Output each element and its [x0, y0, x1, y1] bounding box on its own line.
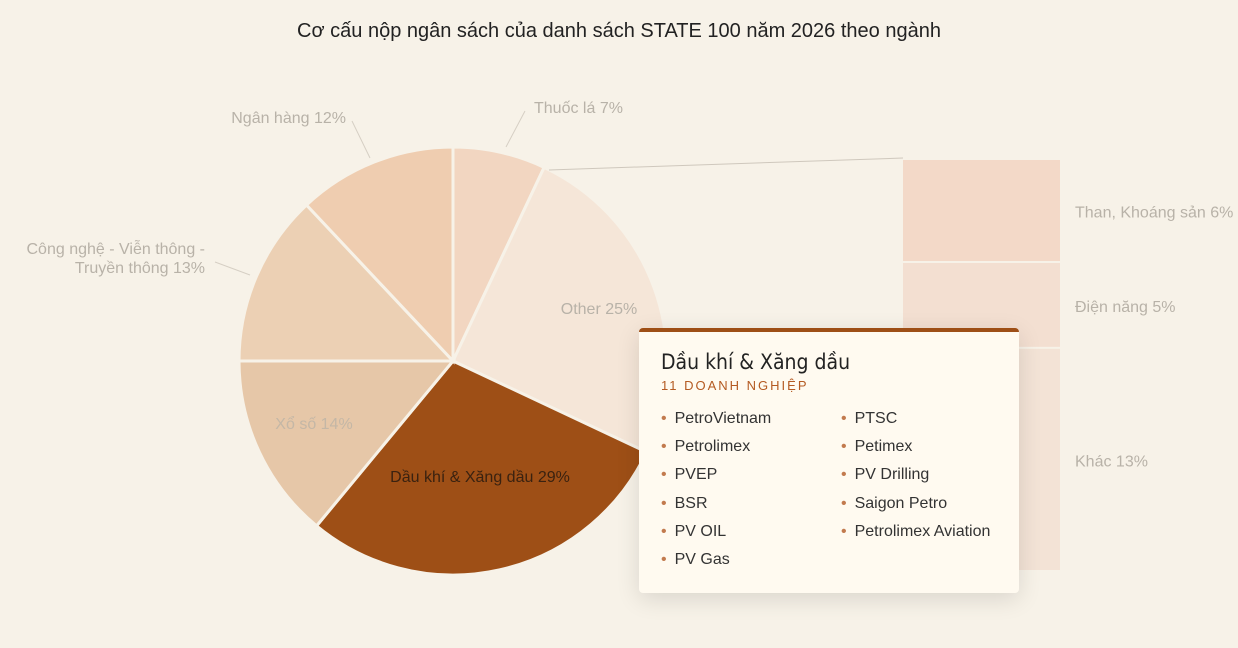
tooltip-title: Dầu khí & Xăng dầu: [661, 350, 851, 374]
company-column-left: PetroVietnam Petrolimex PVEP BSR PV OIL …: [661, 405, 772, 574]
breakdown-label: Than, Khoáng sản 6%: [1075, 205, 1233, 222]
pie-slice[interactable]: [304, 145, 455, 365]
company-column-right: PTSC Petimex PV Drilling Saigon Petro Pe…: [841, 405, 991, 546]
company-item: Petimex: [841, 433, 990, 461]
pie-slice[interactable]: [314, 359, 649, 577]
slice-label: Xổ số 14%: [275, 415, 352, 433]
company-item: Petrolimex Aviation: [841, 518, 991, 546]
slice-label: Other 25%: [561, 301, 637, 318]
company-item: PV Drilling: [841, 461, 990, 489]
tooltip-card: Dầu khí & Xăng dầu 11 DOANH NGHIỆP Petro…: [639, 328, 1019, 593]
slice-label: Dầu khí & Xăng dầu 29%: [390, 469, 570, 486]
pie-slice[interactable]: [237, 359, 457, 529]
company-item: PTSC: [841, 405, 990, 433]
leader-line: [505, 110, 526, 148]
breakdown-connector: [548, 157, 904, 171]
breakdown-label: Khác 13%: [1075, 453, 1148, 470]
leader-line: [214, 261, 251, 276]
company-item: PetroVietnam: [661, 405, 772, 433]
slice-label: Công nghệ - Viễn thông -Truyền thông 13%: [27, 239, 206, 277]
leader-line: [351, 120, 371, 159]
tooltip-subtitle: 11 DOANH NGHIỆP: [661, 378, 809, 393]
breakdown-label: Điện năng 5%: [1075, 299, 1176, 316]
slice-label: Ngân hàng 12%: [231, 110, 346, 127]
pie-slice[interactable]: [237, 202, 457, 363]
breakdown-segment[interactable]: [903, 160, 1060, 261]
company-item: Petrolimex: [661, 433, 771, 461]
slice-label: Thuốc lá 7%: [534, 100, 623, 117]
company-item: BSR: [661, 490, 771, 518]
company-list: PetroVietnam Petrolimex PVEP BSR PV OIL …: [661, 405, 997, 585]
company-item: PV OIL: [661, 518, 771, 546]
company-item: Saigon Petro: [841, 490, 990, 518]
chart-title: Cơ cấu nộp ngân sách của danh sách STATE…: [297, 20, 941, 42]
company-item: PVEP: [661, 461, 771, 489]
company-item: PV Gas: [661, 546, 771, 574]
